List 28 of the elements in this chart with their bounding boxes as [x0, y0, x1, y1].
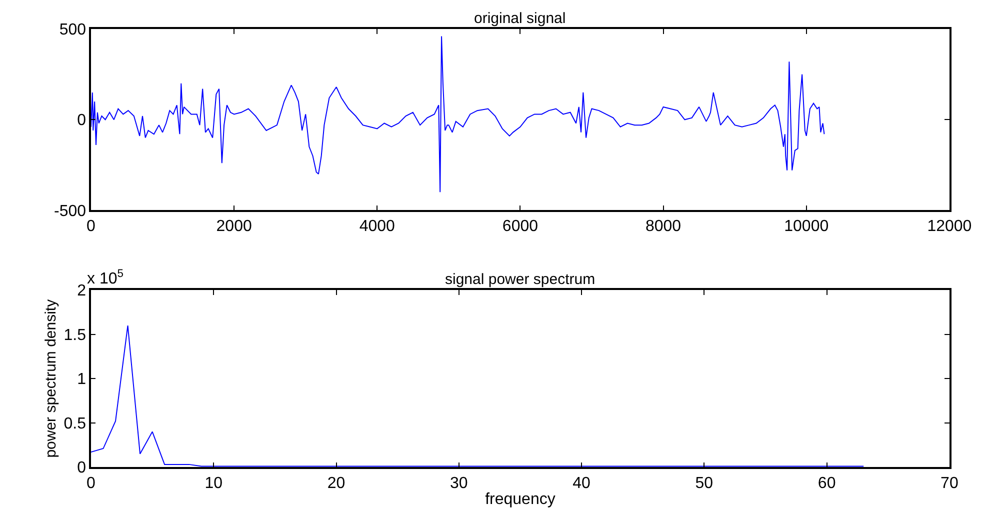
x-tick-label: 20	[327, 475, 346, 492]
x-tick-label: 30	[450, 475, 468, 492]
chart-title: original signal	[474, 10, 566, 27]
y-tick-label: 1.5	[64, 326, 86, 344]
x-tick-label: 10	[204, 475, 223, 492]
x-tick-label: 50	[695, 475, 714, 492]
x-tick-label: 4000	[359, 218, 396, 236]
x-tick-label: 12000	[927, 218, 972, 236]
y-tick-label: 2	[77, 282, 86, 300]
y-tick-label: 0	[77, 460, 86, 477]
y-tick-label: 0.5	[64, 415, 86, 432]
x-tick-label: 60	[818, 475, 836, 492]
x-axis-title: frequency	[485, 491, 556, 508]
line-series	[90, 325, 864, 467]
y-axis-title: power spectrum density	[42, 298, 60, 458]
chart-title: signal power spectrum	[445, 271, 596, 288]
x-tick-label: 2000	[216, 218, 252, 236]
x-tick-label: 6000	[502, 218, 538, 236]
y-tick-label: 500	[59, 22, 86, 39]
text: x 10$^{5}$	[87, 268, 124, 288]
x-tick-label: 70	[940, 475, 958, 492]
line-series	[90, 36, 825, 193]
x-tick-label: 8000	[645, 218, 682, 236]
y-tick-label: 1	[77, 371, 86, 388]
x-tick-label: 10000	[784, 218, 829, 236]
y-tick-label: 0	[77, 112, 86, 130]
y-tick-label: -500	[54, 202, 86, 220]
x-tick-label: 40	[572, 475, 591, 492]
